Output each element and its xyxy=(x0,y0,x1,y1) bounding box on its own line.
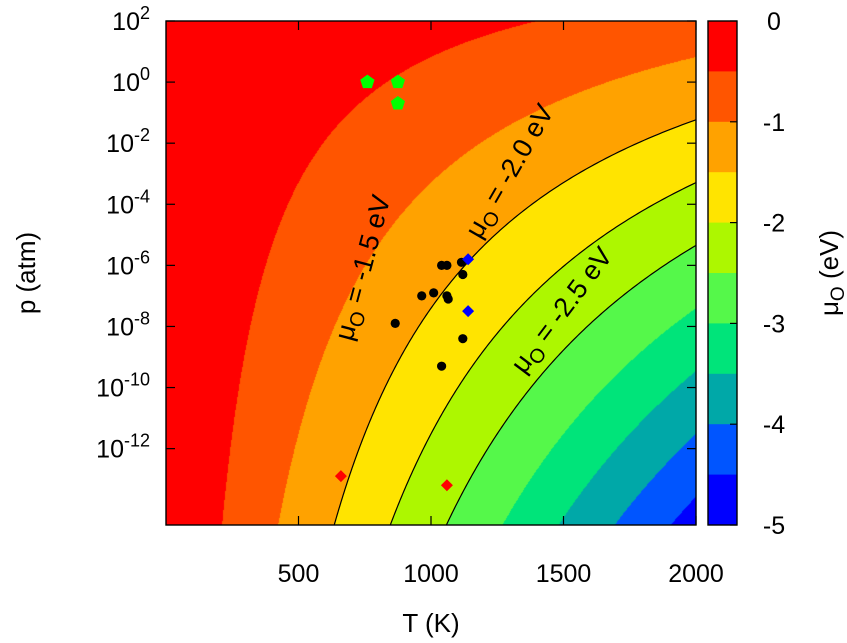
colorbar-band xyxy=(708,323,737,375)
colorbar-band xyxy=(708,222,737,274)
colorbar-tick-label: -2 xyxy=(763,210,785,238)
x-axis: 500 1000 1500 2000 xyxy=(278,21,724,588)
pentagon-marker xyxy=(360,74,375,89)
diamond-marker xyxy=(462,305,475,318)
data-markers xyxy=(334,74,475,492)
plot-area xyxy=(165,20,697,526)
circle-marker xyxy=(458,334,468,344)
x-tick-label: 1000 xyxy=(403,560,459,588)
y-tick-label: 10-4 xyxy=(106,186,150,219)
y-tick-label: 102 xyxy=(112,3,150,36)
circle-marker xyxy=(429,288,439,298)
circle-marker xyxy=(442,260,452,270)
y-tick-label: 10-8 xyxy=(106,308,150,341)
y-axis-title: p (atm) xyxy=(11,232,41,314)
contour-fill xyxy=(166,21,696,525)
x-tick-label: 2000 xyxy=(668,560,724,588)
colorbar-band xyxy=(708,121,737,173)
colorbar-ticks: 0 -1 -2 -3 -4 -5 xyxy=(730,8,785,540)
colorbar-band xyxy=(708,21,737,72)
colorbar-title: μO (eV) xyxy=(814,230,847,316)
circle-marker xyxy=(437,361,447,371)
colorbar-tick-label: -4 xyxy=(763,411,785,439)
colorbar-band xyxy=(708,71,737,123)
x-axis-title: T (K) xyxy=(402,608,459,638)
contour-lines xyxy=(333,119,696,525)
colorbar-band xyxy=(708,373,737,425)
y-tick-label: 10-2 xyxy=(106,125,150,158)
colorbar-band xyxy=(708,273,737,324)
contour-line-1 xyxy=(333,119,696,525)
circle-marker xyxy=(417,291,427,301)
colorbar-tick-label: 0 xyxy=(767,8,781,36)
colorbar-bands xyxy=(708,21,737,526)
colorbar: 0 -1 -2 -3 -4 -5 μO (eV) xyxy=(707,8,847,540)
y-axis: 102 100 10-2 10-4 10-6 10-8 10-10 10-12 xyxy=(96,3,696,464)
colorbar-band xyxy=(708,172,737,224)
pentagon-marker xyxy=(390,95,406,110)
diamond-marker xyxy=(334,470,347,483)
contour-line-2 xyxy=(389,181,696,525)
colorbar-frame xyxy=(707,20,738,526)
colorbar-tick-label: -5 xyxy=(763,512,785,540)
y-tick-label: 10-10 xyxy=(96,370,150,403)
colorbar-band xyxy=(708,424,737,476)
contour-line-3 xyxy=(445,244,696,525)
diamond-marker xyxy=(440,479,453,492)
colorbar-band xyxy=(708,474,737,526)
y-tick-label: 100 xyxy=(112,64,150,97)
circle-marker xyxy=(443,294,453,304)
x-tick-label: 1500 xyxy=(536,560,592,588)
colorbar-tick-label: -3 xyxy=(763,310,785,338)
diamond-marker xyxy=(462,253,475,266)
circle-marker xyxy=(458,269,468,280)
y-tick-label: 10-6 xyxy=(106,247,150,280)
x-tick-label: 500 xyxy=(278,560,320,588)
y-tick-label: 10-12 xyxy=(96,431,150,464)
pentagon-marker xyxy=(390,74,406,89)
colorbar-tick-label: -1 xyxy=(763,109,785,137)
circle-marker xyxy=(390,318,400,328)
